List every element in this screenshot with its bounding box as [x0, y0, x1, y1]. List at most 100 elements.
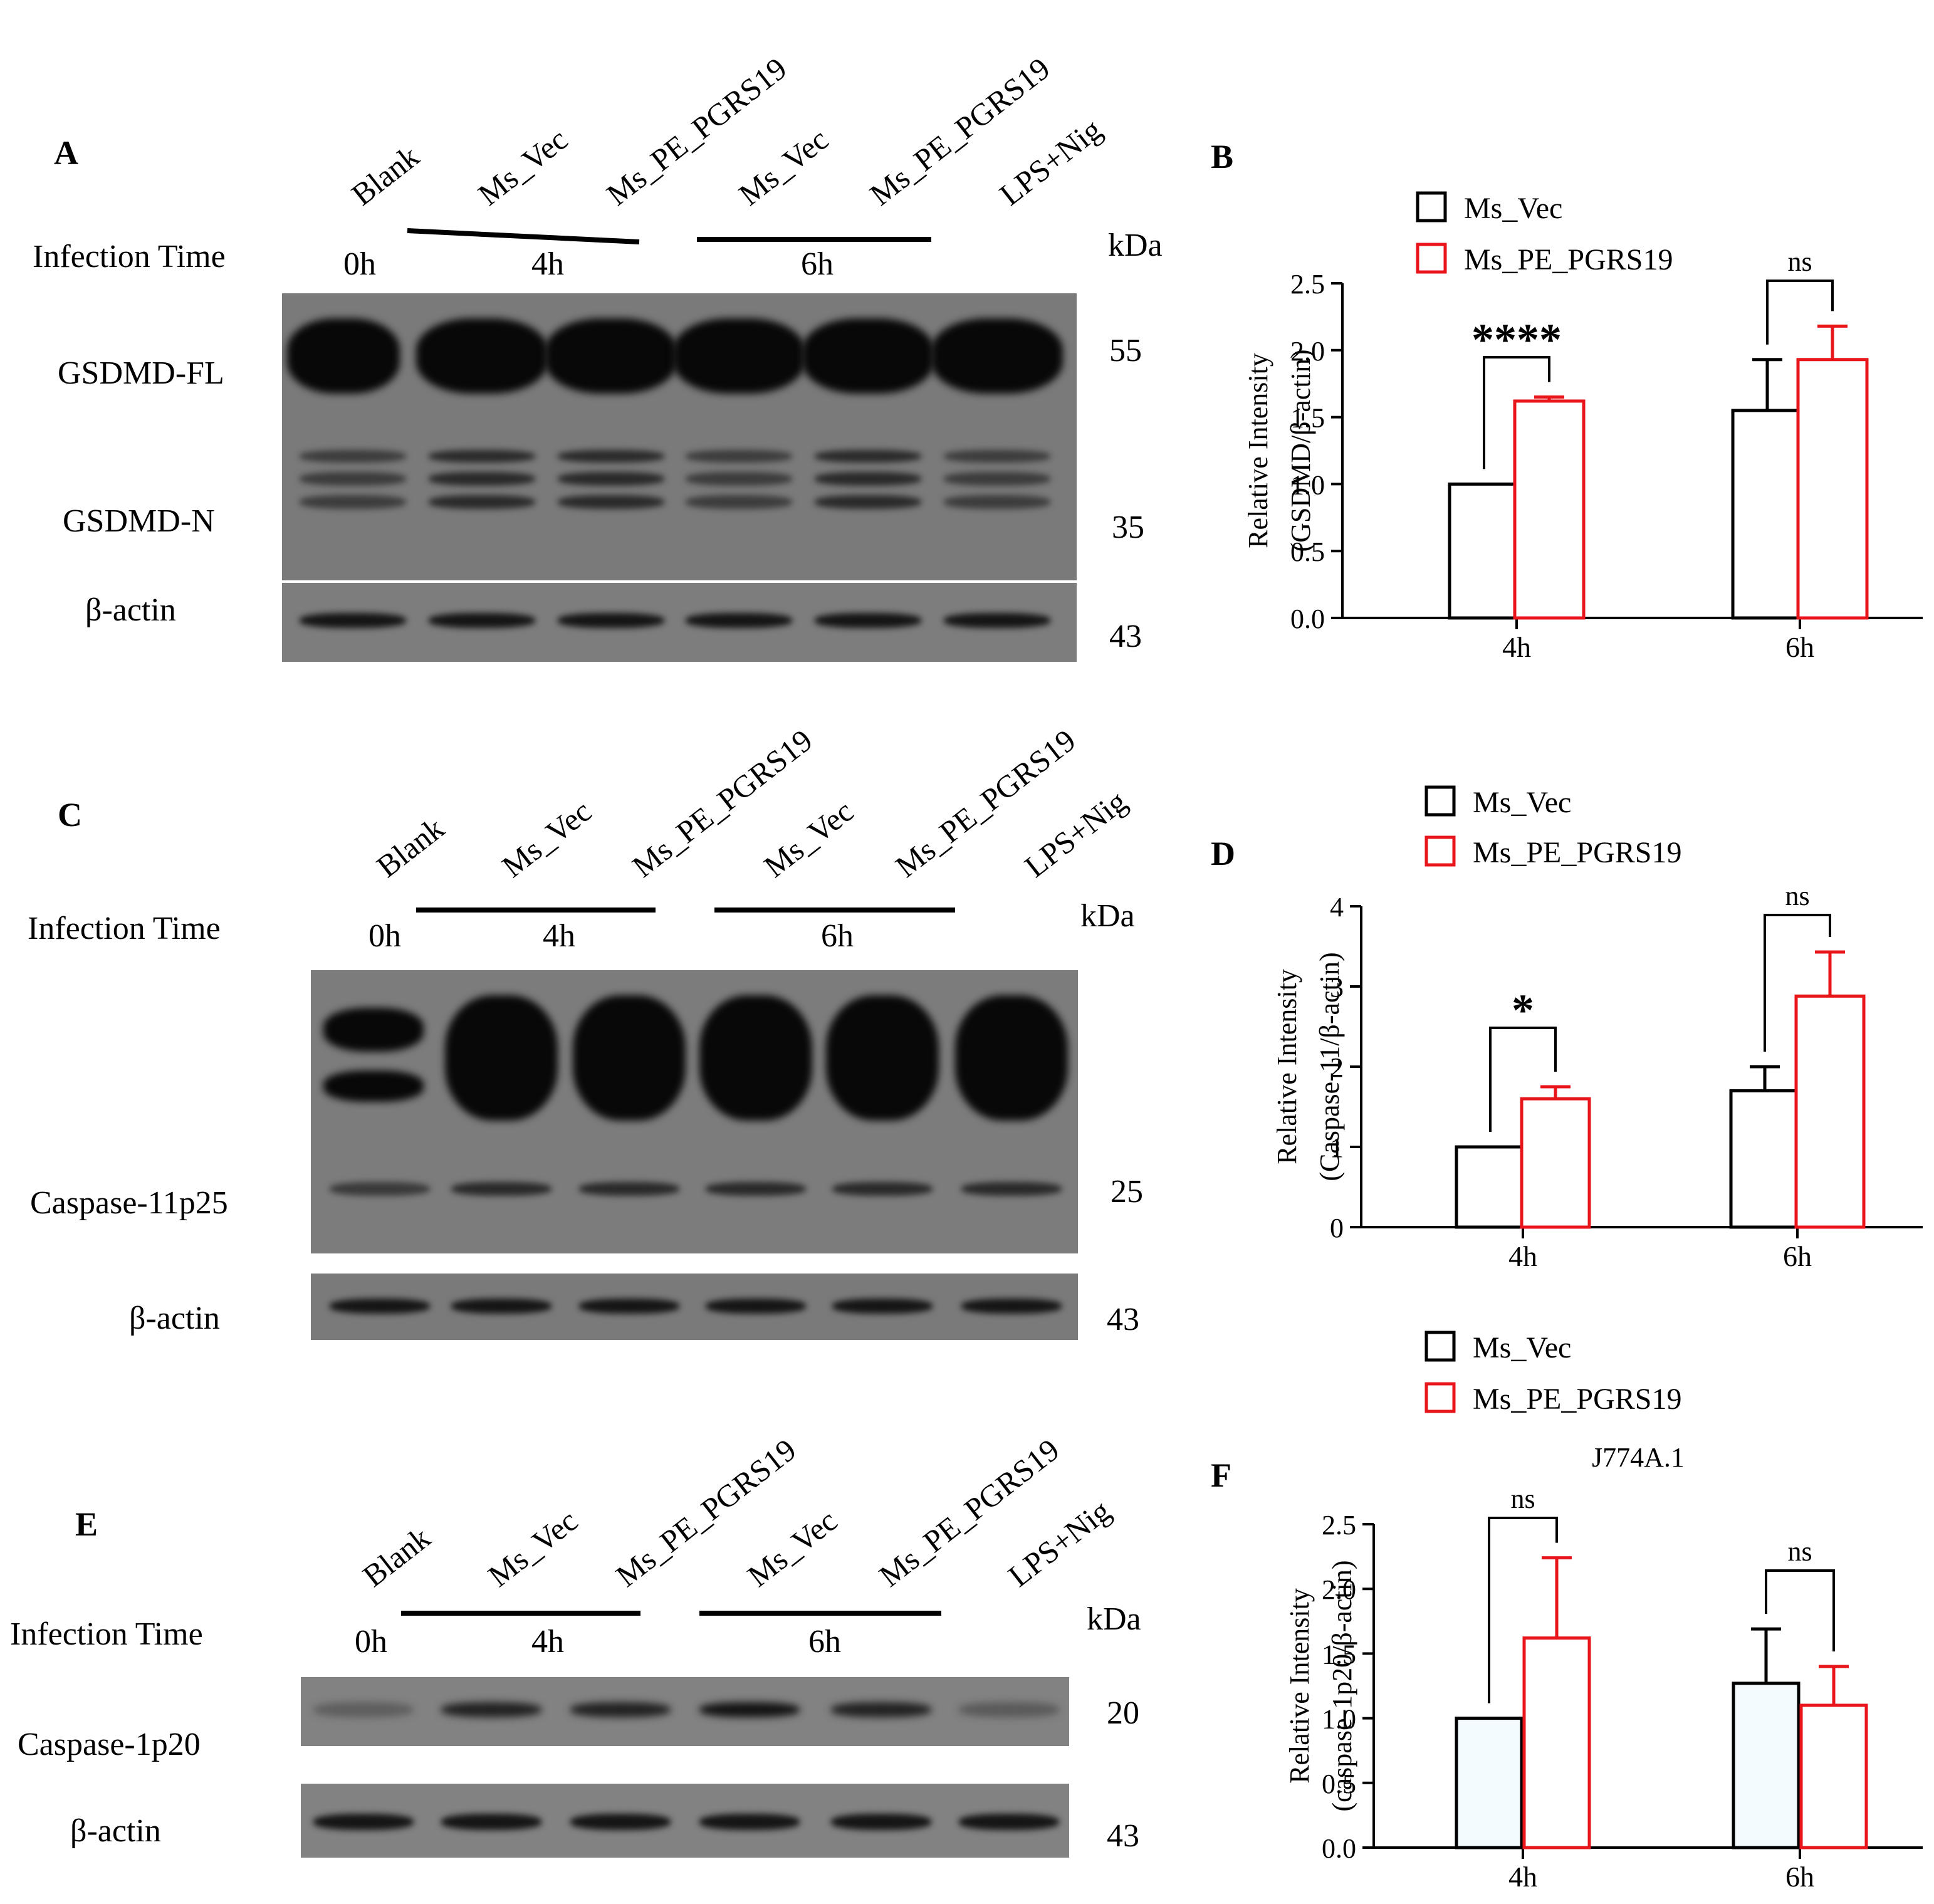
blot-band	[429, 472, 535, 486]
blot-band	[441, 1814, 541, 1830]
blot-band	[300, 613, 406, 628]
kda-marker-c-1: 25	[1111, 1174, 1143, 1210]
kda-header-c: kDa	[1080, 898, 1135, 934]
y-tick-label-b-5: 2.5	[1290, 269, 1325, 300]
blot-band	[944, 472, 1050, 486]
blot-band	[429, 613, 535, 628]
bar-b-ms-pe-pgrs19-4h	[1513, 399, 1586, 620]
legend-swatch-b-2	[1416, 243, 1447, 274]
infection-time-label-c: Infection Time	[28, 911, 221, 946]
blot-band	[831, 1702, 931, 1717]
panel-letter-e: E	[75, 1505, 98, 1543]
protein-label-a-3: β-actin	[85, 592, 176, 628]
y-tick-label-d-1: 1	[1330, 1132, 1344, 1163]
blot-band	[686, 472, 792, 486]
blot-e-actin	[301, 1784, 1069, 1858]
blot-band	[961, 1299, 1062, 1314]
chart-d: 0 1 2 3 4 4h 6h Relative Intensity (Caspase-11/β…	[1272, 785, 1923, 1272]
protein-label-a-1: GSDMD-FL	[58, 355, 224, 391]
kda-marker-e-2: 43	[1107, 1818, 1139, 1854]
kda-header-a: kDa	[1108, 228, 1163, 263]
blot-band	[686, 613, 792, 628]
blot-band	[441, 1702, 541, 1717]
y-tick-label-d-0: 0	[1330, 1213, 1344, 1243]
blot-band	[815, 613, 921, 628]
lane-label-e-4: Ms_Vec	[741, 1503, 844, 1594]
y-tick-label-f-4: 2.0	[1322, 1574, 1356, 1605]
kda-marker-c-2: 43	[1107, 1302, 1139, 1337]
blot-band	[832, 1299, 933, 1314]
x-tick-label-b-1: 6h	[1785, 631, 1814, 663]
y-tick-label-f-5: 2.5	[1322, 1510, 1356, 1540]
y-tick-label-d-4: 4	[1330, 892, 1344, 923]
significance-bracket-f-1	[1488, 1517, 1558, 1703]
x-tick-label-f-0: 4h	[1508, 1861, 1537, 1893]
legend-label-f-2: Ms_PE_PGRS19	[1473, 1383, 1681, 1416]
y-tick-label-f-2: 1.0	[1322, 1704, 1356, 1735]
protein-label-c-2: β-actin	[129, 1300, 220, 1336]
chart-f: 0.0 0.5 1.0 1.5 2.0 2.5 4h 6h Relative Intensity…	[1284, 1331, 1923, 1893]
blot-band	[832, 1182, 933, 1196]
blot-band	[558, 472, 664, 486]
legend-label-d-2: Ms_PE_PGRS19	[1473, 836, 1681, 869]
panel-letter-a: A	[54, 134, 78, 172]
blot-a-actin	[282, 583, 1077, 662]
blot-band	[686, 495, 792, 509]
blot-band	[579, 1299, 679, 1314]
bar-b-ms-vec-4h	[1448, 482, 1520, 620]
blot-band	[323, 1070, 424, 1102]
lane-label-e-2: Ms_Vec	[481, 1503, 584, 1594]
kda-marker-a-3: 43	[1109, 619, 1142, 654]
bar-f-ms-pe-pgrs19-4h	[1522, 1636, 1591, 1849]
panel-letter-d: D	[1211, 835, 1235, 872]
lane-label-c-2: Ms_Vec	[495, 793, 598, 884]
blot-band	[300, 495, 406, 509]
blot-band	[416, 318, 548, 394]
infection-time-label-a: Infection Time	[33, 239, 226, 275]
chart-subtitle-f: J774A.1	[1592, 1442, 1685, 1473]
blot-band	[699, 1814, 800, 1830]
protein-label-c-1: Caspase-11p25	[30, 1185, 228, 1221]
lane-label-a-2: Ms_Vec	[471, 122, 574, 212]
protein-label-a-2: GSDMD-N	[63, 503, 215, 539]
time-label-e-1: 0h	[355, 1624, 387, 1660]
blot-band	[815, 472, 921, 486]
blot-band	[558, 495, 664, 509]
blot-band	[931, 318, 1063, 394]
blot-band	[826, 995, 939, 1121]
y-tick-label-b-2: 1.0	[1290, 469, 1325, 500]
blot-band	[429, 495, 535, 509]
blot-band	[300, 450, 406, 463]
legend-swatch-d-1	[1424, 785, 1456, 817]
legend-swatch-b-1	[1416, 191, 1447, 222]
blot-band	[330, 1182, 430, 1196]
blot-band	[573, 995, 686, 1121]
kda-marker-a-1: 55	[1109, 333, 1142, 369]
time-label-e-3: 6h	[808, 1624, 841, 1660]
blot-band	[802, 318, 934, 394]
panel-letter-b: B	[1211, 138, 1233, 175]
x-tick-label-f-1: 6h	[1785, 1861, 1814, 1893]
legend-swatch-f-1	[1424, 1331, 1456, 1362]
significance-bracket-b-1	[1483, 356, 1550, 469]
time-label-c-2: 4h	[543, 918, 575, 954]
blot-e-casp1	[301, 1677, 1069, 1746]
legend-label-f-1: Ms_Vec	[1473, 1331, 1571, 1364]
time-label-a-3: 6h	[801, 246, 834, 282]
y-axis-label-f-1: Relative Intensity	[1284, 1588, 1315, 1784]
x-tick-label-d-1: 6h	[1783, 1240, 1812, 1272]
y-tick-label-b-1: 0.5	[1290, 536, 1325, 567]
legend-swatch-f-2	[1424, 1382, 1456, 1413]
x-tick-label-b-0: 4h	[1502, 631, 1531, 663]
blot-c-casp11	[311, 970, 1078, 1253]
blot-band	[287, 318, 400, 394]
blot-band	[451, 1299, 551, 1314]
blot-band	[699, 1702, 800, 1717]
y-tick-label-b-4: 2.0	[1290, 336, 1325, 367]
significance-label-b-1: ****	[1471, 315, 1562, 365]
y-tick-label-d-3: 3	[1330, 972, 1344, 1003]
significance-label-f-1: ns	[1510, 1483, 1535, 1514]
significance-bracket-b-2	[1766, 280, 1834, 345]
blot-band	[944, 450, 1050, 463]
